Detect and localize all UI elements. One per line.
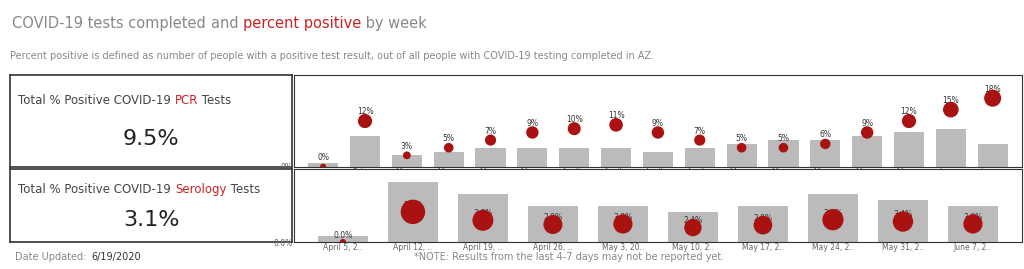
Bar [392,155,422,167]
Bar [808,194,858,242]
Bar [433,151,464,167]
Point [824,218,841,222]
Point [335,240,351,244]
Bar [527,206,579,242]
Point [733,146,750,150]
Point [440,146,457,150]
Text: 12%: 12% [901,108,918,116]
Text: 2.8%: 2.8% [754,214,772,223]
Text: 7%: 7% [694,126,706,136]
Text: Percent positive is defined as number of people with a positive test result, out: Percent positive is defined as number of… [10,51,654,61]
Bar [936,129,966,167]
Text: 12%: 12% [356,108,374,116]
Text: 3.0%: 3.0% [964,213,983,222]
Text: 9%: 9% [861,119,873,128]
Bar [317,236,368,242]
Text: 15%: 15% [942,96,959,105]
Bar [668,212,718,242]
Point [524,130,541,135]
Bar [878,200,928,242]
Text: 7%: 7% [484,126,497,136]
Text: by week: by week [361,16,427,31]
Text: 11%: 11% [608,111,625,120]
Point [943,108,959,112]
Bar [308,163,338,167]
Text: 3.7%: 3.7% [823,208,843,218]
Text: 3%: 3% [400,142,413,151]
Bar [852,136,883,167]
Point [482,138,499,142]
Text: 6/19/2020: 6/19/2020 [92,252,141,262]
Point [775,146,792,150]
Bar [737,206,788,242]
Bar [517,148,548,167]
Point [545,222,561,227]
Bar [643,151,673,167]
Text: 3.4%: 3.4% [893,210,912,220]
Text: Serology: Serology [175,183,226,196]
Text: 0.0%: 0.0% [333,231,352,240]
Point [691,138,708,142]
Point [817,142,834,146]
Point [650,130,667,135]
Text: Total % Positive COVID-19: Total % Positive COVID-19 [18,94,175,107]
Text: 3.6%: 3.6% [473,209,493,218]
Point [685,225,701,230]
Point [901,119,918,123]
Bar [388,182,438,242]
Bar [948,206,998,242]
Point [475,218,492,222]
Text: 6%: 6% [819,130,831,139]
Bar [601,148,631,167]
Point [859,130,876,135]
Text: COVID-19 tests completed: COVID-19 tests completed [12,16,211,31]
Text: Tests: Tests [226,183,260,196]
Point [398,153,415,158]
Text: percent positive: percent positive [243,16,361,31]
Bar [768,140,799,167]
Text: 3.0%: 3.0% [613,213,633,222]
Text: 3.1%: 3.1% [123,210,179,230]
Point [614,222,631,226]
Bar [894,133,924,167]
Text: 2.9%: 2.9% [544,213,562,222]
Point [566,126,583,131]
Text: Tests: Tests [199,94,231,107]
Bar [350,136,380,167]
Point [356,119,373,123]
Bar [685,148,715,167]
Point [895,220,911,224]
Bar [978,144,1008,167]
Bar [727,144,757,167]
Text: 5%: 5% [777,134,790,143]
Bar [598,206,648,242]
Point [608,123,625,127]
Text: 9%: 9% [526,119,539,128]
Text: and: and [211,16,243,31]
Text: Date Updated:: Date Updated: [15,252,87,262]
Text: 5.0%: 5.0% [403,201,423,210]
Text: 0%: 0% [317,153,329,162]
Text: 18%: 18% [984,85,1001,94]
Point [984,96,1000,100]
Bar [559,148,589,167]
Text: 5%: 5% [442,134,455,143]
Point [315,165,332,169]
Bar [810,140,841,167]
Bar [475,148,506,167]
Point [404,210,421,214]
Text: 5%: 5% [735,134,748,143]
Bar [458,194,508,242]
Text: Total % Positive COVID-19: Total % Positive COVID-19 [18,183,175,196]
Text: PCR: PCR [175,94,199,107]
Text: 10%: 10% [566,115,583,124]
Text: 9%: 9% [652,119,664,128]
Text: 9.5%: 9.5% [123,129,179,149]
Text: *NOTE: Results from the last 4-7 days may not be reported yet.: *NOTE: Results from the last 4-7 days ma… [414,252,724,262]
Point [965,222,981,226]
Text: 2.4%: 2.4% [683,217,702,225]
Point [755,223,771,227]
